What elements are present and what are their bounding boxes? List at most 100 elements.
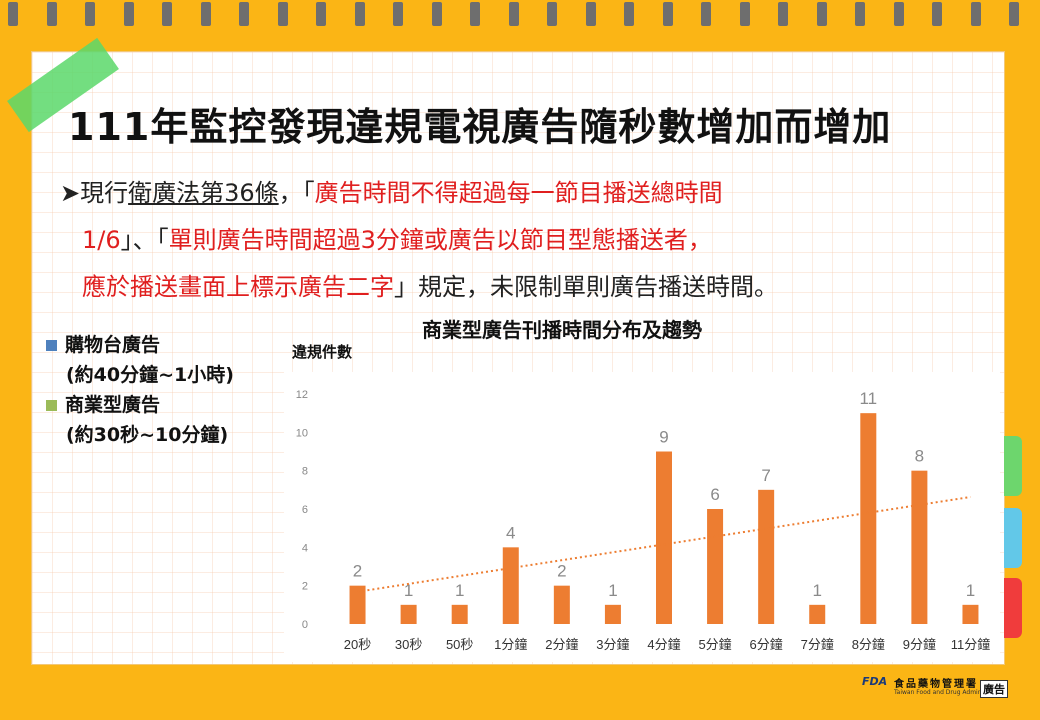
bar: [911, 470, 928, 624]
data-label: 1: [812, 581, 821, 600]
y-tick-label: 12: [296, 389, 308, 401]
binding-ring: [200, 2, 211, 26]
bar: [860, 413, 877, 624]
bar: [656, 451, 672, 624]
bar: [502, 547, 519, 624]
binding-ring: [8, 2, 18, 26]
binding-ring: [316, 2, 326, 26]
legend-swatch-green: [46, 400, 57, 411]
paragraph-line-3: 應於播送畫面上標示廣告二字」規定，未限制單則廣告播送時間。: [82, 273, 778, 301]
fda-english-name: Taiwan Food and Drug Administration: [894, 689, 1007, 696]
bar: [349, 585, 366, 624]
legend-sub-commercial: (約30秒~10分鐘): [66, 424, 229, 446]
data-label: 1: [404, 581, 413, 600]
binding-ring: [354, 2, 365, 26]
legend-item-shopping: 購物台廣告: [46, 330, 234, 360]
binding-rings: [0, 0, 1040, 40]
fda-logo-mark: FDA: [862, 675, 888, 688]
slide-title: 111年監控發現違規電視廣告隨秒數增加而增加: [68, 105, 892, 149]
x-tick-label: 3分鐘: [596, 637, 629, 652]
x-tick-label: 20秒: [344, 637, 371, 652]
data-label: 6: [710, 485, 719, 504]
binding-ring: [1009, 2, 1019, 26]
bar: [707, 509, 724, 624]
side-tab-blue: [1004, 508, 1022, 568]
legend-swatch-blue: [46, 340, 57, 351]
binding-ring: [46, 2, 57, 26]
data-label: 1: [966, 581, 975, 600]
binding-ring: [85, 2, 95, 26]
y-axis-label: 違規件數: [292, 343, 353, 361]
binding-ring: [662, 2, 673, 26]
fda-name: 食品藥物管理署: [894, 679, 978, 690]
bar: [553, 585, 570, 624]
y-tick-label: 0: [302, 619, 308, 631]
bar-chart-svg: 0 2 4 6 8 10 12 2 20秒 1 30秒 1 50秒 4 1分鐘 2 2分鐘 1 3分鐘 9 4分鐘 6 5分…: [296, 389, 991, 652]
binding-ring: [855, 2, 865, 26]
bar-chart: 0 2 4 6 8 10 12 2 20秒 1 30秒 1 50秒 4 1分鐘 2 2分鐘 1 3分鐘 9 4分鐘 6 5分…: [284, 372, 1000, 662]
y-tick-label: 4: [302, 542, 308, 554]
data-label: 1: [608, 581, 617, 600]
bar: [604, 604, 621, 624]
x-tick-label: 5分鐘: [698, 637, 731, 652]
binding-ring: [277, 2, 288, 26]
y-tick-label: 2: [302, 581, 308, 593]
y-tick-label: 6: [302, 504, 308, 516]
y-tick-label: 10: [296, 427, 308, 439]
data-label: 1: [455, 581, 464, 600]
x-tick-label: 9分鐘: [903, 637, 936, 652]
binding-ring: [893, 2, 904, 26]
binding-ring: [393, 2, 403, 26]
binding-ring: [739, 2, 750, 26]
binding-ring: [470, 2, 480, 26]
legend-sub-shopping: (約40分鐘~1小時): [66, 364, 234, 386]
data-label: 11: [859, 389, 877, 408]
data-label: 2: [353, 562, 362, 581]
fda-logo: FDA 食品藥物管理署 Taiwan Food and Drug Adminis…: [862, 673, 1010, 703]
x-tick-label: 7分鐘: [801, 637, 834, 652]
x-tick-label: 1分鐘: [494, 637, 527, 652]
legend-item-commercial: 商業型廣告: [46, 390, 234, 420]
binding-ring: [701, 2, 711, 26]
bar: [451, 604, 468, 624]
trendline: [357, 496, 971, 593]
x-tick-label: 2分鐘: [545, 637, 578, 652]
side-tab-green: [1004, 436, 1022, 496]
data-label: 9: [659, 428, 668, 447]
x-tick-label: 6分鐘: [750, 637, 783, 652]
binding-ring: [816, 2, 827, 26]
bar: [809, 604, 826, 624]
category-legend: 購物台廣告 (約40分鐘~1小時) 商業型廣告 (約30秒~10分鐘): [46, 330, 234, 450]
x-tick-label: 30秒: [395, 637, 422, 652]
binding-ring: [431, 2, 442, 26]
y-tick-label: 8: [302, 466, 308, 478]
binding-ring: [123, 2, 134, 26]
data-label: 7: [761, 466, 770, 485]
data-label: 4: [506, 523, 515, 542]
x-tick-label: 4分鐘: [647, 637, 680, 652]
x-tick-label: 50秒: [446, 637, 473, 652]
law-reference: 衛廣法第36條: [128, 179, 279, 207]
bar: [962, 604, 979, 624]
binding-ring: [162, 2, 172, 26]
side-tab-red: [1004, 578, 1022, 638]
notebook-paper: [32, 52, 1004, 664]
paragraph-line-2: 1/6」、「單則廣告時間超過3分鐘或廣告以節目型態播送者，: [82, 226, 712, 254]
binding-ring: [932, 2, 942, 26]
binding-ring: [970, 2, 981, 26]
ad-badge: 廣告: [980, 680, 1008, 698]
binding-ring: [508, 2, 519, 26]
binding-ring: [547, 2, 557, 26]
bar: [758, 489, 775, 624]
data-label: 8: [915, 447, 924, 466]
chart-title: 商業型廣告刊播時間分布及趨勢: [422, 318, 702, 342]
bullet-icon: ➤: [60, 179, 81, 207]
bar: [400, 604, 417, 624]
x-tick-label: 8分鐘: [852, 637, 885, 652]
binding-ring: [585, 2, 596, 26]
binding-ring: [778, 2, 788, 26]
binding-ring: [624, 2, 634, 26]
paragraph-line-1: ➤現行衛廣法第36條，「廣告時間不得超過每一節目播送總時間: [60, 179, 723, 207]
x-tick-label: 11分鐘: [951, 637, 991, 652]
regulation-paragraph: ➤現行衛廣法第36條，「廣告時間不得超過每一節目播送總時間 1/6」、「單則廣告…: [60, 170, 1000, 311]
